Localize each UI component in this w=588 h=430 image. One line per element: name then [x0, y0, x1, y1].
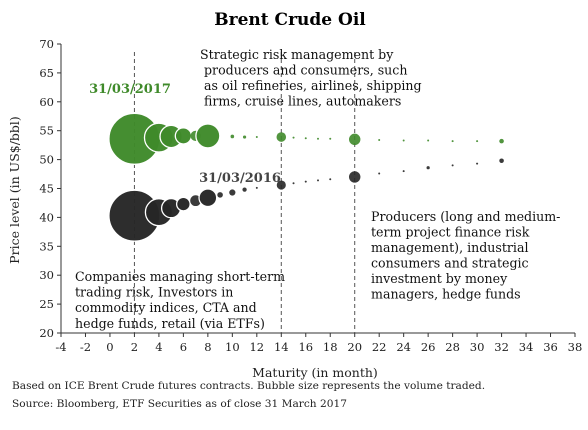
- annotation-top-line: producers and consumers, such: [204, 63, 407, 78]
- x-tick-label: 16: [298, 340, 313, 354]
- x-tick-label: 32: [494, 340, 509, 354]
- bubble-point: [229, 189, 236, 196]
- series-labels: 31/03/2017 31/03/2016: [89, 82, 281, 186]
- y-tick-label: 45: [39, 182, 54, 196]
- bubble-point: [476, 140, 479, 143]
- annotation-top-line: as oil refineries, airlines, shipping: [204, 78, 422, 93]
- x-tick-label: 30: [470, 340, 485, 354]
- annotation-top-line: firms, cruise lines, automakers: [204, 94, 401, 109]
- x-tick-label: 36: [543, 340, 558, 354]
- bubble-point: [242, 187, 247, 192]
- bubble-point: [329, 178, 332, 181]
- brent-crude-bubble-chart: Brent Crude Oil 2025303540455055606570-4…: [7, 10, 582, 380]
- x-tick-label: 6: [180, 340, 187, 354]
- bubble-point: [198, 188, 218, 208]
- x-tick-label: -4: [55, 340, 66, 354]
- bubble-point: [451, 164, 454, 167]
- annotation-bottom-left-line: trading risk, Investors in: [75, 285, 233, 300]
- series-2017: [108, 112, 504, 165]
- y-tick-label: 35: [39, 239, 54, 253]
- bubble-point: [349, 133, 361, 146]
- annotation-bottom-left-line: commodity indices, CTA and: [75, 300, 257, 315]
- bubble-point: [317, 179, 319, 182]
- x-tick-label: 4: [155, 340, 162, 354]
- chart-title: Brent Crude Oil: [214, 10, 366, 30]
- bubble-point: [317, 137, 319, 140]
- bubble-point: [499, 158, 504, 164]
- bubble-point: [476, 162, 479, 165]
- y-tick-label: 50: [39, 153, 54, 167]
- annotation-top-line: Strategic risk management by: [200, 47, 394, 62]
- y-axis-label: Price level (in US$/bbl): [7, 116, 22, 264]
- bubble-point: [292, 136, 295, 139]
- series-2016: [108, 158, 504, 242]
- bubble-point: [499, 138, 504, 144]
- y-tick-label: 70: [39, 37, 54, 51]
- annotation-right-line: managers, hedge funds: [371, 287, 521, 302]
- y-tick-label: 20: [39, 326, 54, 340]
- bubble-point: [242, 135, 247, 139]
- x-tick-label: 8: [204, 340, 211, 354]
- bubble-point: [349, 171, 361, 183]
- bubble-point: [304, 137, 307, 140]
- bubble-point: [402, 170, 405, 173]
- x-axis-label: Maturity (in month): [252, 365, 378, 380]
- x-tick-label: 38: [568, 340, 583, 354]
- series-label-2017: 31/03/2017: [89, 82, 171, 97]
- x-tick-label: 20: [347, 340, 362, 354]
- annotation-right-line: investment by money: [371, 271, 508, 286]
- bubbles: [108, 112, 504, 242]
- bubble-point: [230, 134, 235, 139]
- series-label-2016: 31/03/2016: [199, 171, 281, 186]
- annotation-right-line: Producers (long and medium-: [371, 209, 560, 224]
- y-tick-label: 40: [39, 210, 54, 224]
- bubble-point: [175, 196, 191, 212]
- x-tick-label: 0: [106, 340, 113, 354]
- x-tick-label: 24: [396, 340, 411, 354]
- y-tick-label: 30: [39, 268, 54, 282]
- bubble-point: [174, 127, 193, 145]
- footnote-volume: Based on ICE Brent Crude futures contrac…: [12, 380, 486, 392]
- bubble-point: [217, 192, 223, 198]
- x-tick-label: 34: [519, 340, 534, 354]
- bubble-point: [276, 180, 286, 190]
- x-tick-label: 22: [372, 340, 387, 354]
- x-tick-label: 18: [323, 340, 338, 354]
- x-tick-label: 2: [131, 340, 138, 354]
- y-tick-label: 65: [39, 66, 54, 80]
- y-tick-label: 25: [39, 297, 54, 311]
- bubble-point: [329, 137, 332, 140]
- footnote-source: Source: Bloomberg, ETF Securities as of …: [12, 398, 347, 410]
- bubble-point: [451, 140, 454, 143]
- bubble-point: [378, 138, 381, 141]
- x-tick-label: 12: [249, 340, 264, 354]
- annotation-bottom-left-line: hedge funds, retail (via ETFs): [75, 316, 265, 331]
- bubble-point: [304, 180, 307, 183]
- bubble-point: [276, 132, 287, 142]
- bubble-point: [378, 172, 381, 175]
- annotation-right-line: term project finance risk: [371, 225, 530, 240]
- bubble-point: [292, 182, 295, 185]
- x-tick-label: 28: [445, 340, 460, 354]
- x-tick-label: 26: [421, 340, 436, 354]
- bubble-point: [255, 186, 258, 189]
- y-tick-label: 60: [39, 95, 54, 109]
- bubble-point: [426, 166, 430, 170]
- y-tick-label: 55: [39, 124, 54, 138]
- annotation-right-line: consumers and strategic: [371, 256, 529, 271]
- x-tick-label: 10: [225, 340, 240, 354]
- annotation-bottom-left-line: Companies managing short-term: [75, 269, 285, 284]
- bubble-point: [190, 195, 202, 207]
- x-tick-label: -2: [80, 340, 91, 354]
- bubble-point: [255, 136, 258, 139]
- bubble-point: [195, 123, 221, 149]
- bubble-point: [427, 139, 430, 142]
- bubble-point: [402, 139, 405, 142]
- annotation-right-line: management), industrial: [371, 240, 529, 255]
- x-tick-label: 14: [274, 340, 289, 354]
